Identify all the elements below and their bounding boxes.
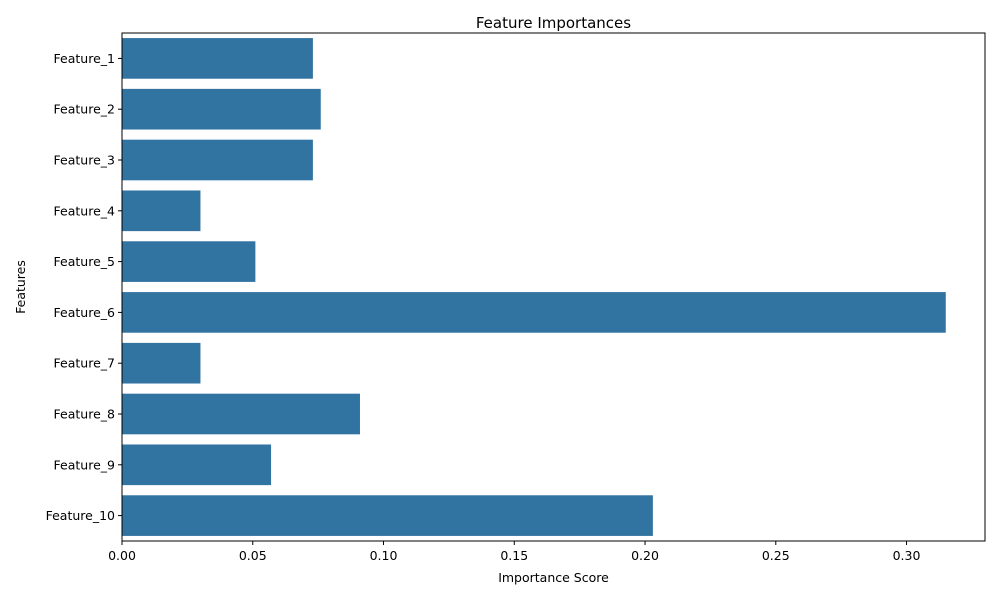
y-tick-label: Feature_4 [54,203,115,218]
x-axis: 0.00 0.05 0.10 0.15 0.20 0.25 0.30 [108,541,921,563]
y-tick-label: Feature_7 [54,356,115,371]
bar-feature-7 [122,342,201,384]
y-tick-label: Feature_2 [54,102,115,117]
y-tick-label: Feature_5 [54,254,115,269]
plot-frame [121,32,986,542]
x-tick-label: 0.05 [239,548,267,563]
y-tick-label: Feature_3 [54,153,115,168]
bar-feature-6 [122,292,946,333]
bar-feature-4 [122,190,201,232]
bars-layer [122,38,946,536]
x-tick-label: 0.15 [500,548,528,563]
bar-feature-3 [122,139,313,181]
bar-feature-10 [122,495,653,536]
bar-feature-2 [122,88,321,130]
y-tick-label: Feature_1 [54,51,115,66]
x-tick-label: 0.10 [370,548,398,563]
y-tick-label: Feature_6 [54,305,115,320]
x-tick-label: 0.25 [762,548,790,563]
bar-feature-1 [122,38,313,79]
chart-title: Feature Importances [476,14,631,32]
y-tick-label: Feature_10 [46,508,115,523]
y-axis-label: Features [13,260,28,314]
y-tick-label: Feature_8 [54,407,115,422]
x-tick-label: 0.00 [108,548,136,563]
bar-feature-5 [122,241,256,282]
x-axis-label: Importance Score [498,570,609,585]
x-tick-label: 0.30 [893,548,921,563]
x-tick-label: 0.20 [631,548,659,563]
y-tick-label: Feature_9 [54,457,115,472]
bar-feature-9 [122,444,272,486]
y-axis: Feature_1 Feature_2 Feature_3 Feature_4 Feat… [46,51,122,523]
bar-feature-8 [122,393,360,435]
